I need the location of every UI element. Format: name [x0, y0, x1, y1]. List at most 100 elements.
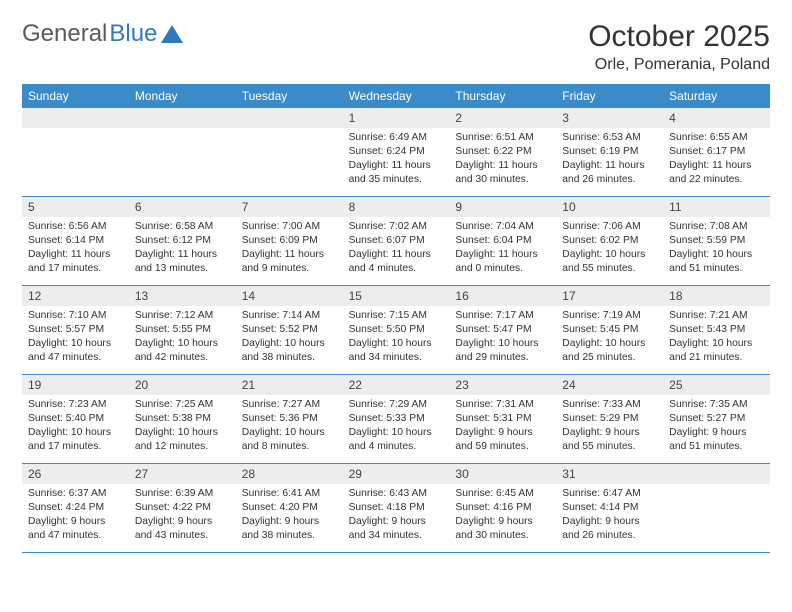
week-row: 5Sunrise: 6:56 AMSunset: 6:14 PMDaylight…	[22, 197, 770, 286]
day-number: 25	[663, 375, 770, 395]
cell-body: Sunrise: 6:39 AMSunset: 4:22 PMDaylight:…	[129, 484, 236, 549]
daylight2-line: and 12 minutes.	[135, 440, 230, 454]
cell-body: Sunrise: 6:37 AMSunset: 4:24 PMDaylight:…	[22, 484, 129, 549]
logo-text-blue: Blue	[109, 20, 157, 48]
calendar-cell: 8Sunrise: 7:02 AMSunset: 6:07 PMDaylight…	[343, 197, 450, 285]
sunset-line: Sunset: 5:57 PM	[28, 323, 123, 337]
sunset-line: Sunset: 5:36 PM	[242, 412, 337, 426]
daylight2-line: and 29 minutes.	[455, 351, 550, 365]
daylight1-line: Daylight: 11 hours	[349, 248, 444, 262]
day-number: 11	[663, 197, 770, 217]
sunset-line: Sunset: 5:29 PM	[562, 412, 657, 426]
sunset-line: Sunset: 6:17 PM	[669, 145, 764, 159]
daylight2-line: and 47 minutes.	[28, 351, 123, 365]
calendar-cell: 14Sunrise: 7:14 AMSunset: 5:52 PMDayligh…	[236, 286, 343, 374]
sunrise-line: Sunrise: 7:25 AM	[135, 398, 230, 412]
cell-body: Sunrise: 7:08 AMSunset: 5:59 PMDaylight:…	[663, 217, 770, 282]
day-number: 4	[663, 108, 770, 128]
sunrise-line: Sunrise: 6:43 AM	[349, 487, 444, 501]
calendar-cell	[663, 464, 770, 552]
daylight2-line: and 38 minutes.	[242, 529, 337, 543]
sunset-line: Sunset: 5:31 PM	[455, 412, 550, 426]
day-number: 24	[556, 375, 663, 395]
title-block: October 2025 Orle, Pomerania, Poland	[588, 20, 770, 74]
calendar-cell: 20Sunrise: 7:25 AMSunset: 5:38 PMDayligh…	[129, 375, 236, 463]
day-number: 10	[556, 197, 663, 217]
calendar: SundayMondayTuesdayWednesdayThursdayFrid…	[22, 84, 770, 553]
day-number: 18	[663, 286, 770, 306]
cell-body: Sunrise: 6:56 AMSunset: 6:14 PMDaylight:…	[22, 217, 129, 282]
daylight2-line: and 4 minutes.	[349, 262, 444, 276]
sunrise-line: Sunrise: 7:08 AM	[669, 220, 764, 234]
sunrise-line: Sunrise: 7:14 AM	[242, 309, 337, 323]
sunset-line: Sunset: 5:33 PM	[349, 412, 444, 426]
day-number: 16	[449, 286, 556, 306]
sunrise-line: Sunrise: 6:53 AM	[562, 131, 657, 145]
daylight2-line: and 35 minutes.	[349, 173, 444, 187]
sunset-line: Sunset: 6:04 PM	[455, 234, 550, 248]
daylight1-line: Daylight: 11 hours	[242, 248, 337, 262]
sunrise-line: Sunrise: 6:41 AM	[242, 487, 337, 501]
day-number	[22, 108, 129, 128]
sunset-line: Sunset: 4:16 PM	[455, 501, 550, 515]
cell-body: Sunrise: 6:55 AMSunset: 6:17 PMDaylight:…	[663, 128, 770, 193]
cell-body: Sunrise: 6:53 AMSunset: 6:19 PMDaylight:…	[556, 128, 663, 193]
calendar-cell: 24Sunrise: 7:33 AMSunset: 5:29 PMDayligh…	[556, 375, 663, 463]
daylight2-line: and 9 minutes.	[242, 262, 337, 276]
week-row: 26Sunrise: 6:37 AMSunset: 4:24 PMDayligh…	[22, 464, 770, 553]
cell-body: Sunrise: 7:25 AMSunset: 5:38 PMDaylight:…	[129, 395, 236, 460]
day-number: 28	[236, 464, 343, 484]
day-header-cell: Saturday	[663, 84, 770, 108]
sunrise-line: Sunrise: 6:58 AM	[135, 220, 230, 234]
location-label: Orle, Pomerania, Poland	[588, 56, 770, 74]
day-number: 22	[343, 375, 450, 395]
sunrise-line: Sunrise: 7:17 AM	[455, 309, 550, 323]
sunrise-line: Sunrise: 7:06 AM	[562, 220, 657, 234]
calendar-cell: 21Sunrise: 7:27 AMSunset: 5:36 PMDayligh…	[236, 375, 343, 463]
day-number: 3	[556, 108, 663, 128]
day-number: 26	[22, 464, 129, 484]
day-number: 2	[449, 108, 556, 128]
sunset-line: Sunset: 5:27 PM	[669, 412, 764, 426]
cell-body: Sunrise: 6:43 AMSunset: 4:18 PMDaylight:…	[343, 484, 450, 549]
sunset-line: Sunset: 6:14 PM	[28, 234, 123, 248]
day-number: 7	[236, 197, 343, 217]
day-number: 9	[449, 197, 556, 217]
daylight2-line: and 30 minutes.	[455, 529, 550, 543]
daylight2-line: and 59 minutes.	[455, 440, 550, 454]
calendar-cell: 12Sunrise: 7:10 AMSunset: 5:57 PMDayligh…	[22, 286, 129, 374]
daylight1-line: Daylight: 11 hours	[669, 159, 764, 173]
day-number: 29	[343, 464, 450, 484]
calendar-cell: 13Sunrise: 7:12 AMSunset: 5:55 PMDayligh…	[129, 286, 236, 374]
sunset-line: Sunset: 6:07 PM	[349, 234, 444, 248]
cell-body: Sunrise: 6:49 AMSunset: 6:24 PMDaylight:…	[343, 128, 450, 193]
daylight1-line: Daylight: 9 hours	[455, 515, 550, 529]
cell-body: Sunrise: 7:23 AMSunset: 5:40 PMDaylight:…	[22, 395, 129, 460]
day-number	[236, 108, 343, 128]
calendar-cell: 28Sunrise: 6:41 AMSunset: 4:20 PMDayligh…	[236, 464, 343, 552]
calendar-cell: 2Sunrise: 6:51 AMSunset: 6:22 PMDaylight…	[449, 108, 556, 196]
daylight2-line: and 51 minutes.	[669, 440, 764, 454]
daylight1-line: Daylight: 10 hours	[28, 426, 123, 440]
day-number: 13	[129, 286, 236, 306]
cell-body: Sunrise: 7:27 AMSunset: 5:36 PMDaylight:…	[236, 395, 343, 460]
daylight1-line: Daylight: 9 hours	[28, 515, 123, 529]
calendar-cell: 1Sunrise: 6:49 AMSunset: 6:24 PMDaylight…	[343, 108, 450, 196]
day-number: 19	[22, 375, 129, 395]
calendar-cell: 6Sunrise: 6:58 AMSunset: 6:12 PMDaylight…	[129, 197, 236, 285]
calendar-cell: 9Sunrise: 7:04 AMSunset: 6:04 PMDaylight…	[449, 197, 556, 285]
sunset-line: Sunset: 4:18 PM	[349, 501, 444, 515]
day-number: 8	[343, 197, 450, 217]
sunset-line: Sunset: 5:52 PM	[242, 323, 337, 337]
sunset-line: Sunset: 5:40 PM	[28, 412, 123, 426]
day-header-cell: Tuesday	[236, 84, 343, 108]
cell-body: Sunrise: 6:58 AMSunset: 6:12 PMDaylight:…	[129, 217, 236, 282]
sunrise-line: Sunrise: 7:31 AM	[455, 398, 550, 412]
sunrise-line: Sunrise: 6:51 AM	[455, 131, 550, 145]
logo-text-gray: General	[22, 20, 107, 48]
day-number: 21	[236, 375, 343, 395]
day-header-cell: Thursday	[449, 84, 556, 108]
logo-triangle-icon	[161, 25, 183, 43]
daylight2-line: and 47 minutes.	[28, 529, 123, 543]
day-number: 14	[236, 286, 343, 306]
